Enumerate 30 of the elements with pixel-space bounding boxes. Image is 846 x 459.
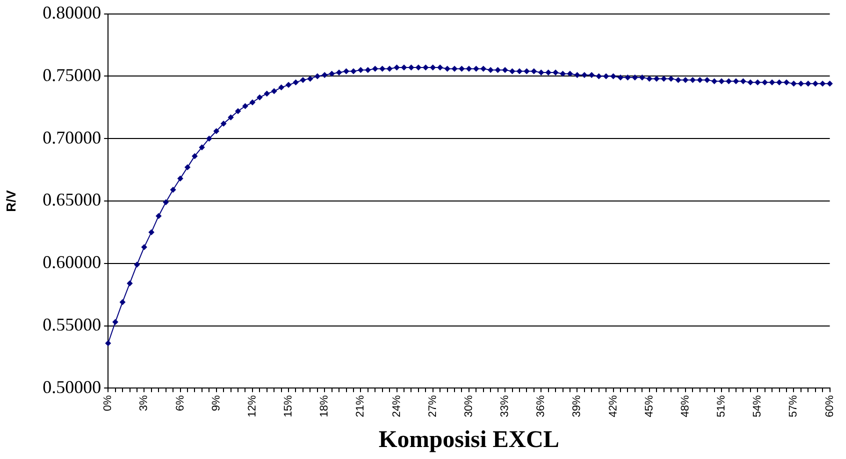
y-tick-label: 0.55000 [42,314,102,335]
y-tick-label: 0.60000 [42,252,102,272]
x-tick-label: 51% [716,394,728,418]
x-tick-label: 21% [354,394,367,418]
x-tick-label: 30% [462,394,475,418]
x-tick-label: 36% [535,394,548,418]
x-tick-label: 6% [174,394,186,412]
y-tick-label: 0.80000 [42,2,102,23]
x-tick-label: 33% [499,394,512,418]
x-tick-label: 9% [210,394,222,412]
y-axis-title: R/V [3,190,18,212]
x-tick-label: 24% [390,394,403,418]
x-tick-label: 42% [607,394,620,418]
x-tick-label: 15% [282,394,295,418]
y-tick-label: 0.65000 [42,190,102,210]
x-tick-label: 18% [318,394,331,418]
y-tick-label: 0.70000 [42,127,102,148]
x-tick-label: 0% [102,394,114,412]
x-tick-label: 27% [426,394,439,418]
x-tick-label: 60% [824,394,836,418]
y-tick-label: 0.50000 [42,376,102,397]
x-tick-label: 54% [752,394,764,418]
y-tick-label: 0.75000 [42,64,102,85]
x-tick-label: 48% [679,394,692,418]
x-tick-label: 39% [571,394,584,418]
x-tick-label: 57% [788,394,800,418]
x-tick-label: 12% [246,394,258,418]
x-axis-title: Komposisi EXCL [378,426,560,453]
x-tick-label: 45% [643,394,656,418]
x-tick-label: 3% [138,394,150,412]
